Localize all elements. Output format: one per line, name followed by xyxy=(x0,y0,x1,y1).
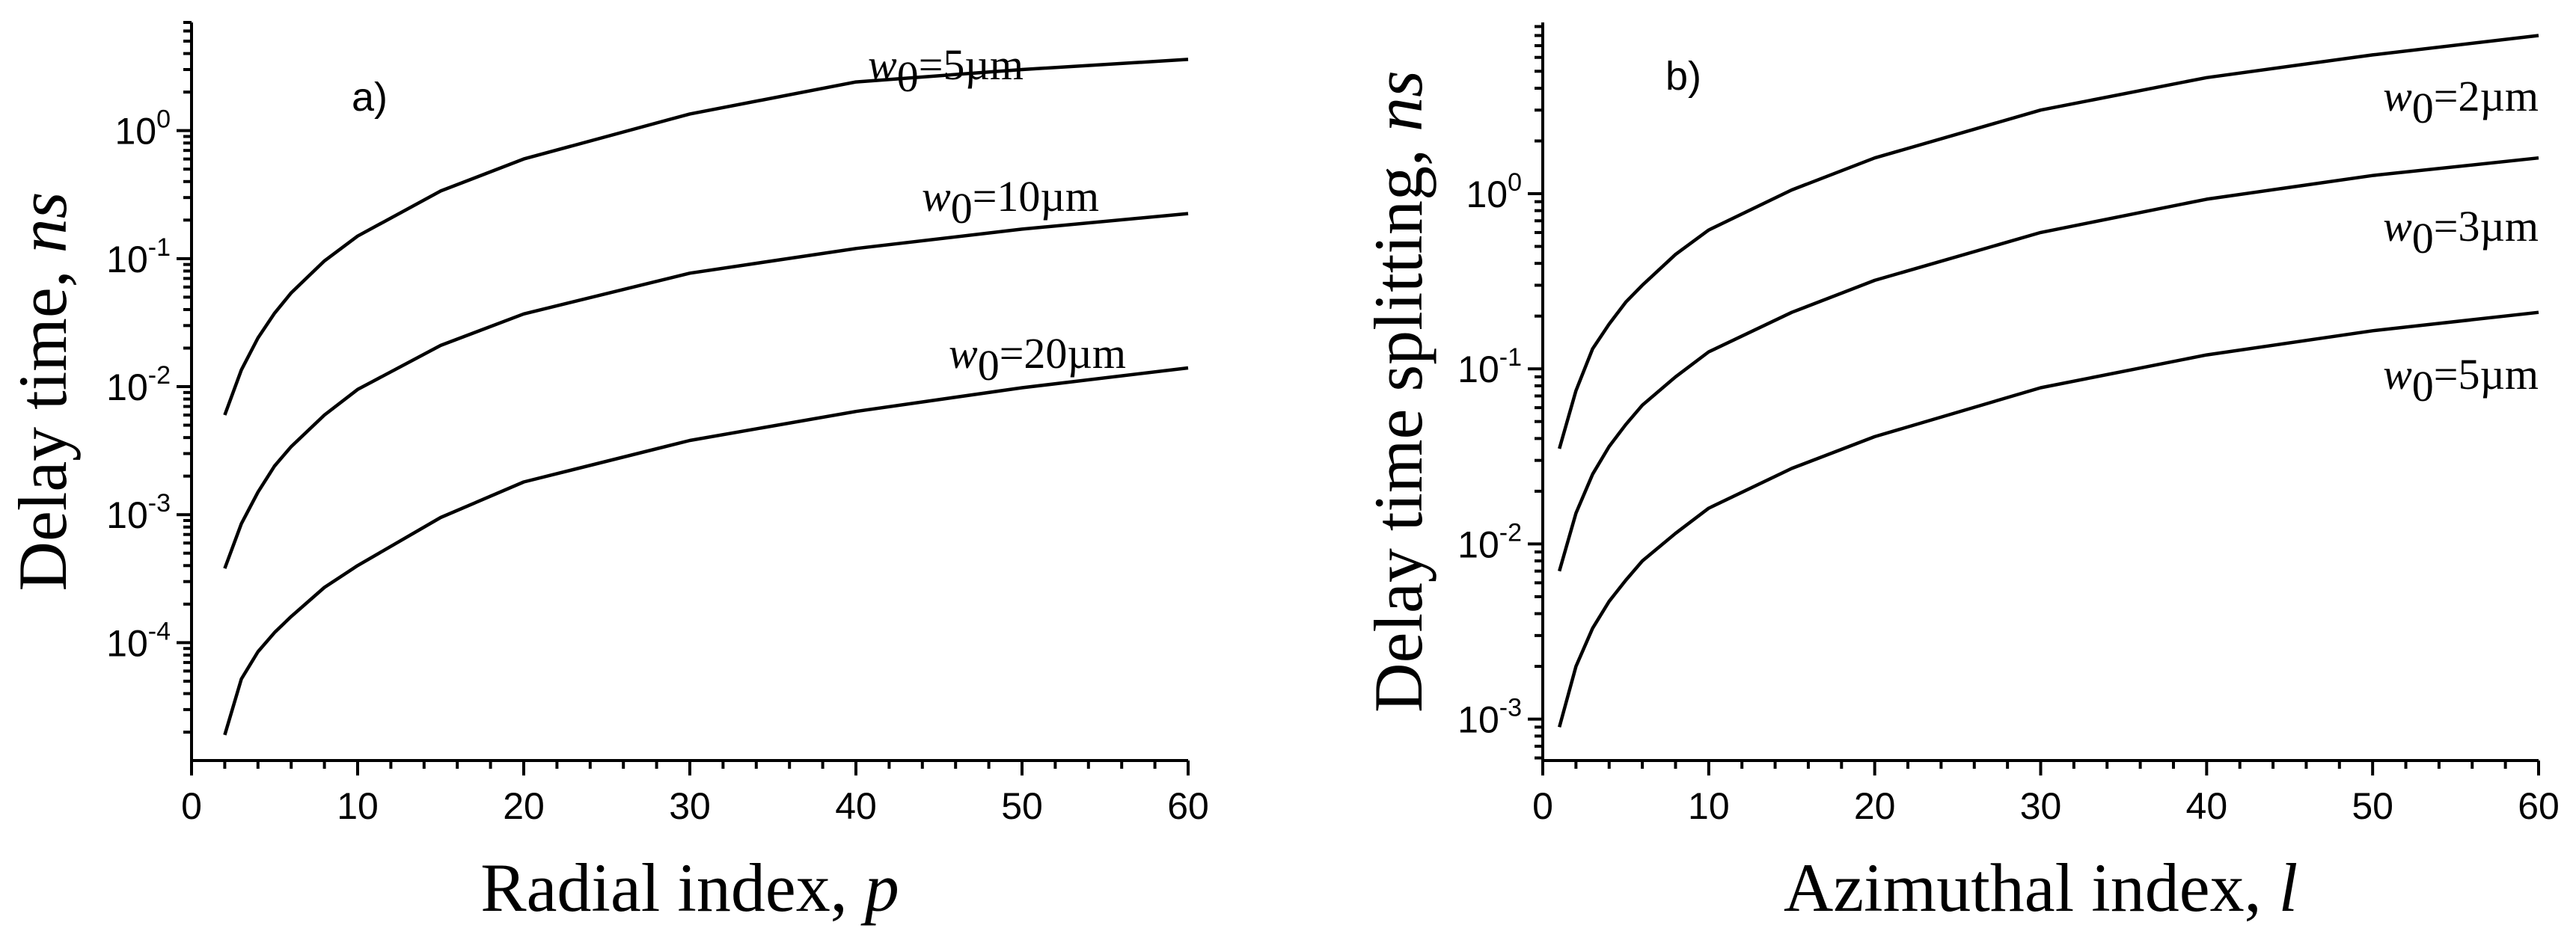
series-line-3 xyxy=(1558,310,2539,728)
y-tick-label: 100 xyxy=(1466,168,1522,215)
x-tick-label: 50 xyxy=(2352,785,2393,827)
x-tick-label: 60 xyxy=(1167,785,1209,827)
series-label-3: w0=20µm xyxy=(949,329,1126,390)
panel-b: 0 10 20 30 40 50 60 10-3 10-2 10-1 100 w0=2µm w0=3µm… xyxy=(1360,22,2560,926)
x-tick-label: 0 xyxy=(181,785,202,827)
series-label-3: w0=5µm xyxy=(2383,350,2539,411)
series-label-2: w0=3µm xyxy=(2383,202,2539,262)
series-label-2: w0=10µm xyxy=(922,172,1099,233)
series-label-1: w0=5µm xyxy=(868,40,1024,101)
x-tick-label: 40 xyxy=(2186,785,2228,827)
x-tick-label: 50 xyxy=(1001,785,1043,827)
series-line-2 xyxy=(223,212,1189,569)
y-tick-label: 10-2 xyxy=(106,361,171,408)
y-tick-label: 10-3 xyxy=(106,489,171,536)
x-axis-title: Azimuthal index, l xyxy=(1784,850,2298,926)
x-axis-title: Radial index, p xyxy=(480,850,899,926)
x-tick-label: 30 xyxy=(2020,785,2062,827)
x-tick-label: 30 xyxy=(669,785,711,827)
y-axis-title: Delay time, ns xyxy=(4,192,81,592)
x-tick-label: 60 xyxy=(2518,785,2560,827)
y-tick-label: 10-2 xyxy=(1457,518,1522,565)
y-tick-label: 10-3 xyxy=(1457,694,1522,741)
x-tick-label: 20 xyxy=(503,785,545,827)
x-tick-label: 40 xyxy=(835,785,877,827)
series-line-1 xyxy=(1558,34,2539,449)
series-line-2 xyxy=(1558,156,2539,572)
y-tick-label: 10-1 xyxy=(106,233,171,280)
series-label-1: w0=2µm xyxy=(2383,72,2539,132)
panel-a: 0 10 20 30 40 50 60 10-4 10-3 10-2 10-1 100 w0=5µm w0… xyxy=(4,21,1209,926)
x-tick-label: 0 xyxy=(1532,785,1553,827)
x-tick-label: 10 xyxy=(337,785,379,827)
y-tick-label: 10-4 xyxy=(106,617,171,664)
series-line-3 xyxy=(223,366,1189,736)
y-tick-label: 100 xyxy=(114,105,171,153)
y-tick-label: 10-1 xyxy=(1457,343,1522,390)
x-tick-label: 20 xyxy=(1854,785,1896,827)
panel-label: b) xyxy=(1665,54,1701,99)
panel-label: a) xyxy=(352,75,388,120)
x-tick-label: 10 xyxy=(1688,785,1730,827)
series-line-1 xyxy=(223,58,1189,416)
y-axis-title: Delay time splitting, ns xyxy=(1360,70,1437,713)
